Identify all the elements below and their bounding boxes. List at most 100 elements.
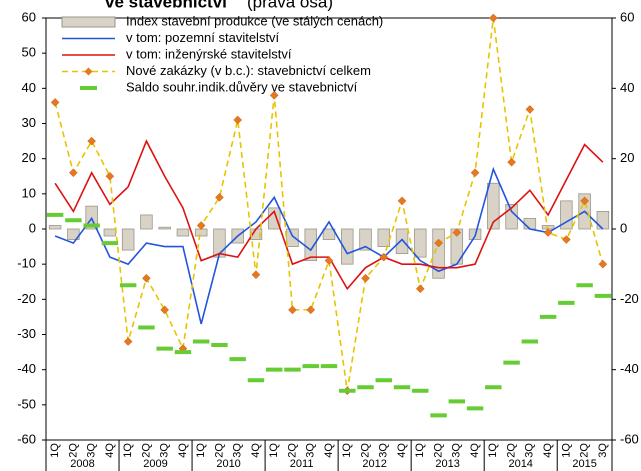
x-tick-label: 2Q [67,443,79,458]
year-label: 2008 [70,458,94,470]
series-line [54,166,604,325]
x-tick-label: 1Q [195,443,207,458]
x-tick-label: 2Q [286,443,298,458]
chart-title-note: (pravá osa) [247,0,333,11]
diamond-marker [452,228,462,237]
x-tick-label: 2Q [432,443,444,458]
diamond-marker [87,136,96,146]
x-tick-label: 3Q [86,443,98,458]
x-tick-label: 3Q [378,443,390,458]
y-tick-label: 30 [22,115,36,130]
diamond-marker [562,235,571,244]
x-tick-label: 4Q [469,443,481,458]
diamond-marker [415,284,425,294]
bar [414,228,427,258]
bar [121,228,135,251]
y2-tick-label: 20 [620,150,634,165]
bar [140,214,153,230]
diamond-marker [470,168,480,178]
y-tick-label: 20 [22,150,36,165]
bar [487,182,500,230]
diamond-marker [69,168,78,178]
diamond-marker [598,259,608,269]
x-tick-label: 4Q [323,443,335,458]
bar [523,218,537,230]
x-tick-label: 3Q [524,443,536,458]
y-tick-label: -30 [17,326,36,341]
diamond-marker [123,337,133,346]
diamond-marker [488,13,498,23]
bar [596,211,610,230]
year-label: 2010 [216,458,240,470]
year-label: 2009 [143,458,167,470]
year-label: 2012 [362,458,386,470]
year-label: 2015 [572,458,596,470]
bar [48,225,62,230]
y2-tick-label: 0 [620,220,627,235]
bar [377,228,391,247]
bar [341,228,354,265]
year-label: 2014 [508,458,532,470]
y2-tick-label: -40 [620,361,639,376]
x-tick-label: 3Q [305,443,317,458]
y2-tick-label: 40 [620,80,634,95]
x-tick-label: 3Q [159,443,171,458]
legend-swatch [61,16,116,28]
bar [213,228,226,258]
bar [322,228,336,240]
bar [560,200,573,230]
y-tick-label: 40 [22,80,36,95]
diamond-marker [160,305,170,315]
diamond-marker [507,157,516,167]
diamond-marker [50,98,60,107]
y-tick-label: 10 [22,185,36,200]
x-tick-label: 1Q [122,443,134,458]
y-tick-label: -20 [17,291,36,306]
bar [286,228,299,247]
diamond-marker [379,252,389,262]
bar [432,228,445,279]
diamond-marker [196,221,206,230]
x-tick-label: 1Q [560,443,572,458]
chart-title: ve stavebnictví [105,0,228,11]
legend-marker [84,67,93,76]
series-line [54,139,604,291]
bar [267,207,281,230]
diamond-marker [543,228,553,237]
diamond-marker [233,115,243,125]
legend-label: Nové zakázky (v b.c.): stavebnictví celk… [126,63,371,78]
y2-tick-label: 60 [620,9,634,24]
x-tick-label: 3Q [597,443,609,458]
diamond-marker [288,305,297,315]
legend-label: Saldo souhr.indik.důvěry ve stavebnictví [126,79,358,94]
x-tick-label: 3Q [232,443,244,458]
legend-label: Index stavební produkce (ve stálých cená… [126,13,383,28]
x-tick-label: 2Q [140,443,152,458]
legend-label: v tom: inženýrské stavitelství [126,46,292,61]
year-label: 2011 [290,458,314,470]
year-label: 2013 [435,458,459,470]
x-tick-label: 1Q [268,443,280,458]
diamond-marker [434,238,443,248]
x-tick-label: 4Q [104,443,116,458]
x-tick-label: 1Q [487,443,499,458]
bar [103,228,117,237]
diamond-marker [269,91,279,100]
y2-tick-label: -20 [620,291,639,306]
x-tick-label: 4Q [250,443,262,458]
diamond-marker [525,105,535,114]
bar [176,228,190,237]
diamond-marker [251,270,261,280]
x-tick-label: 1Q [414,443,426,458]
bar [158,226,171,230]
legend-label: v tom: pozemní stavitelství [126,30,280,45]
diamond-marker [324,256,334,266]
x-tick-label: 2Q [505,443,517,458]
bar [395,228,409,255]
diamond-marker [361,273,370,283]
x-tick-label: 2Q [579,443,591,458]
y-tick-label: -50 [17,396,36,411]
x-tick-label: 4Q [542,443,554,458]
